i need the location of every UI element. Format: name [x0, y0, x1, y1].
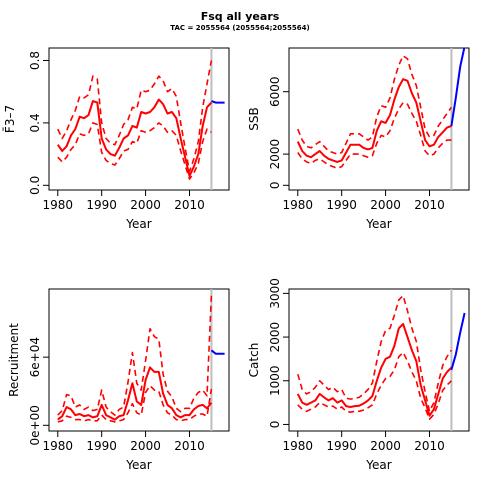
- series-estimate-line: [57, 366, 213, 421]
- plot-frame: [288, 47, 470, 191]
- series-group: [296, 48, 466, 169]
- x-tick-label: 1990: [86, 198, 117, 212]
- x-tick-label: 1990: [326, 439, 357, 453]
- series-upper-line: [57, 294, 213, 416]
- y-tick-label: 0: [268, 421, 282, 429]
- y-axis-label: Catch: [247, 343, 261, 378]
- panel-catch: 1980 1990 2000 2010 0 1000 2000 3000 Year Catch: [247, 278, 470, 472]
- series-forecast-line: [210, 349, 225, 355]
- series-forecast-line: [450, 312, 466, 371]
- x-tick-label: 2010: [174, 198, 205, 212]
- y-tick-label: 0.4: [28, 113, 42, 132]
- series-lower-line: [297, 101, 452, 169]
- y-tick-label: 0.8: [28, 51, 42, 70]
- series-group: [57, 294, 225, 423]
- panel-ssb: 1980 1990 2000 2010 0 2000 6000 Year SSB: [247, 47, 470, 231]
- figure-subtitle: TAC = 2055564 (2055564;2055564): [170, 24, 309, 32]
- x-tick-label: 2000: [130, 198, 161, 212]
- y-tick-label: 6000: [268, 76, 282, 107]
- y-axis-label: Recruitment: [7, 323, 21, 397]
- y-axis-label: SSB: [247, 107, 261, 130]
- series-forecast-line: [450, 48, 466, 127]
- x-tick-label: 1980: [43, 198, 74, 212]
- figure-title: Fsq all years: [201, 10, 280, 23]
- series-estimate-line: [296, 78, 452, 163]
- x-axis-label: Year: [365, 458, 391, 472]
- series-estimate-line: [296, 323, 453, 417]
- x-tick-label: 2000: [370, 439, 401, 453]
- x-tick-label: 1980: [43, 439, 74, 453]
- x-tick-label: 2010: [174, 439, 205, 453]
- x-axis-label: Year: [125, 458, 151, 472]
- plot-frame: [48, 47, 230, 191]
- y-tick-label: 6e+04: [28, 337, 42, 377]
- x-tick-label: 2000: [130, 439, 161, 453]
- plot-frame: [48, 288, 230, 432]
- y-tick-label: 2000: [268, 139, 282, 170]
- y-tick-label: 0: [268, 181, 282, 189]
- x-tick-label: 1980: [283, 198, 314, 212]
- y-tick-label: 3000: [268, 278, 282, 309]
- y-tick-label: 1000: [268, 365, 282, 396]
- panel-fbar: 1980 1990 2000 2010 0.0 0.4 0.8 Year F̄3–7: [3, 47, 230, 231]
- plot-frame: [288, 288, 470, 432]
- series-forecast-line: [211, 100, 225, 104]
- x-tick-label: 2000: [370, 198, 401, 212]
- y-tick-label: 0.0: [28, 176, 42, 195]
- series-group: [296, 294, 466, 421]
- y-tick-label: 0e+00: [28, 405, 42, 445]
- series-lower-line: [57, 384, 213, 423]
- series-estimate-line: [56, 98, 213, 177]
- x-tick-label: 1990: [86, 439, 117, 453]
- series-upper-line: [297, 294, 453, 413]
- x-axis-label: Year: [125, 217, 151, 231]
- x-tick-label: 2010: [414, 198, 445, 212]
- series-upper-line: [297, 54, 453, 155]
- series-group: [56, 60, 225, 180]
- x-tick-label: 2010: [414, 439, 445, 453]
- series-upper-line: [57, 60, 213, 173]
- y-tick-label: 2000: [268, 322, 282, 353]
- series-lower-line: [57, 122, 212, 180]
- series-lower-line: [297, 351, 452, 421]
- x-tick-label: 1980: [283, 439, 314, 453]
- x-tick-label: 1990: [326, 198, 357, 212]
- x-axis-label: Year: [365, 217, 391, 231]
- y-axis-label: F̄3–7: [3, 105, 17, 133]
- panel-recruitment: 1980 1990 2000 2010 0e+00 6e+04 Year Recruitmen…: [7, 288, 230, 472]
